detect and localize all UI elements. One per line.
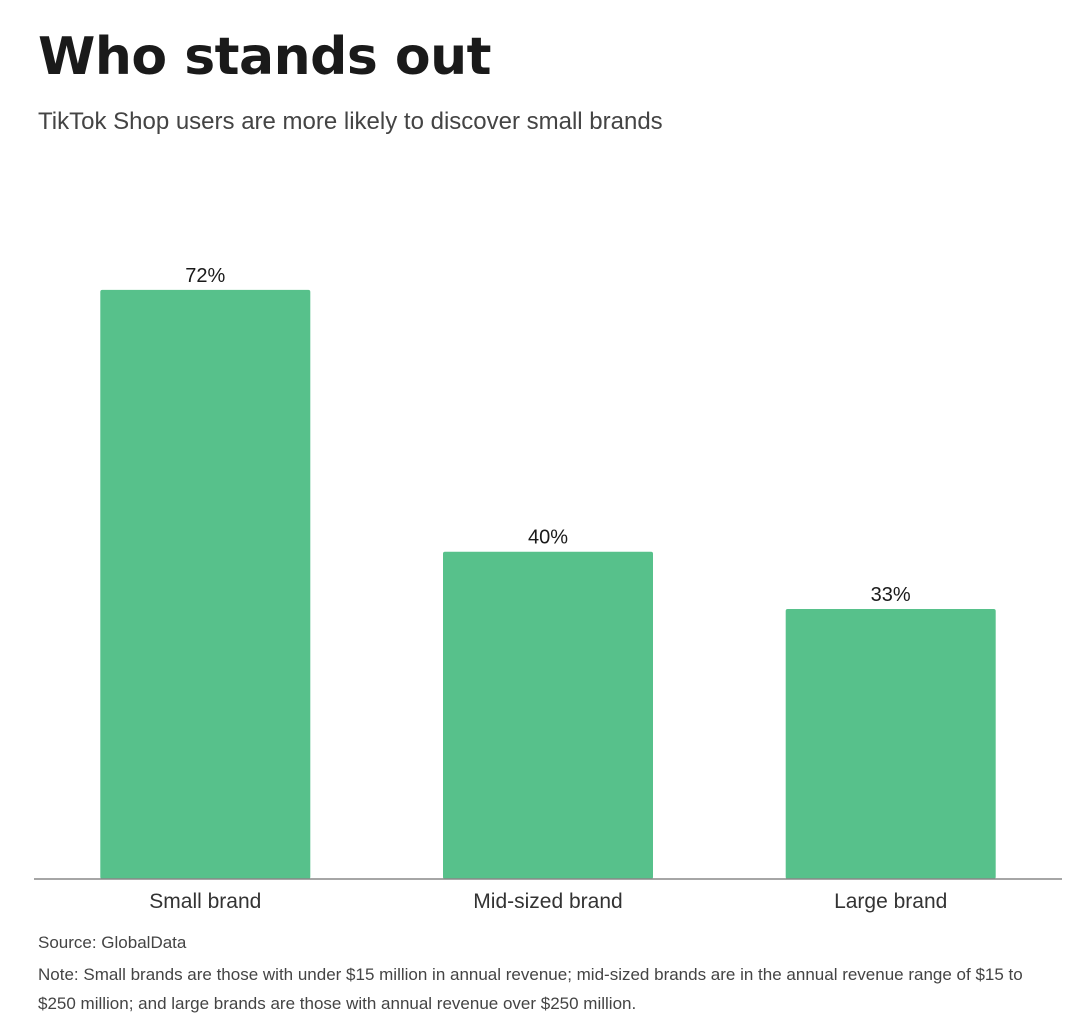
x-tick-label: Small brand xyxy=(149,890,261,913)
bar-chart: 72% 40% 33% Small brand Mid-sized brand Larg… xyxy=(34,265,1062,913)
bars-group xyxy=(100,289,996,879)
bar-large-brand xyxy=(785,609,996,879)
chart-subtitle: TikTok Shop users are more likely to dis… xyxy=(38,108,663,135)
category-labels-group: Small brand Mid-sized brand Large brand xyxy=(149,890,947,913)
bar-value-label: 40% xyxy=(528,527,568,549)
x-tick-label: Large brand xyxy=(834,890,947,913)
chart-title: Who stands out xyxy=(38,27,492,87)
source-note: Source: GlobalData xyxy=(38,933,187,952)
bar-mid-sized-brand xyxy=(443,551,653,879)
value-labels-group: 72% 40% 33% xyxy=(185,265,911,606)
bar-value-label: 33% xyxy=(871,584,911,606)
bar-value-label: 72% xyxy=(185,265,225,287)
x-tick-label: Mid-sized brand xyxy=(473,890,622,913)
bar-small-brand xyxy=(100,289,311,879)
footnote: Note: Small brands are those with under … xyxy=(38,965,1023,1013)
